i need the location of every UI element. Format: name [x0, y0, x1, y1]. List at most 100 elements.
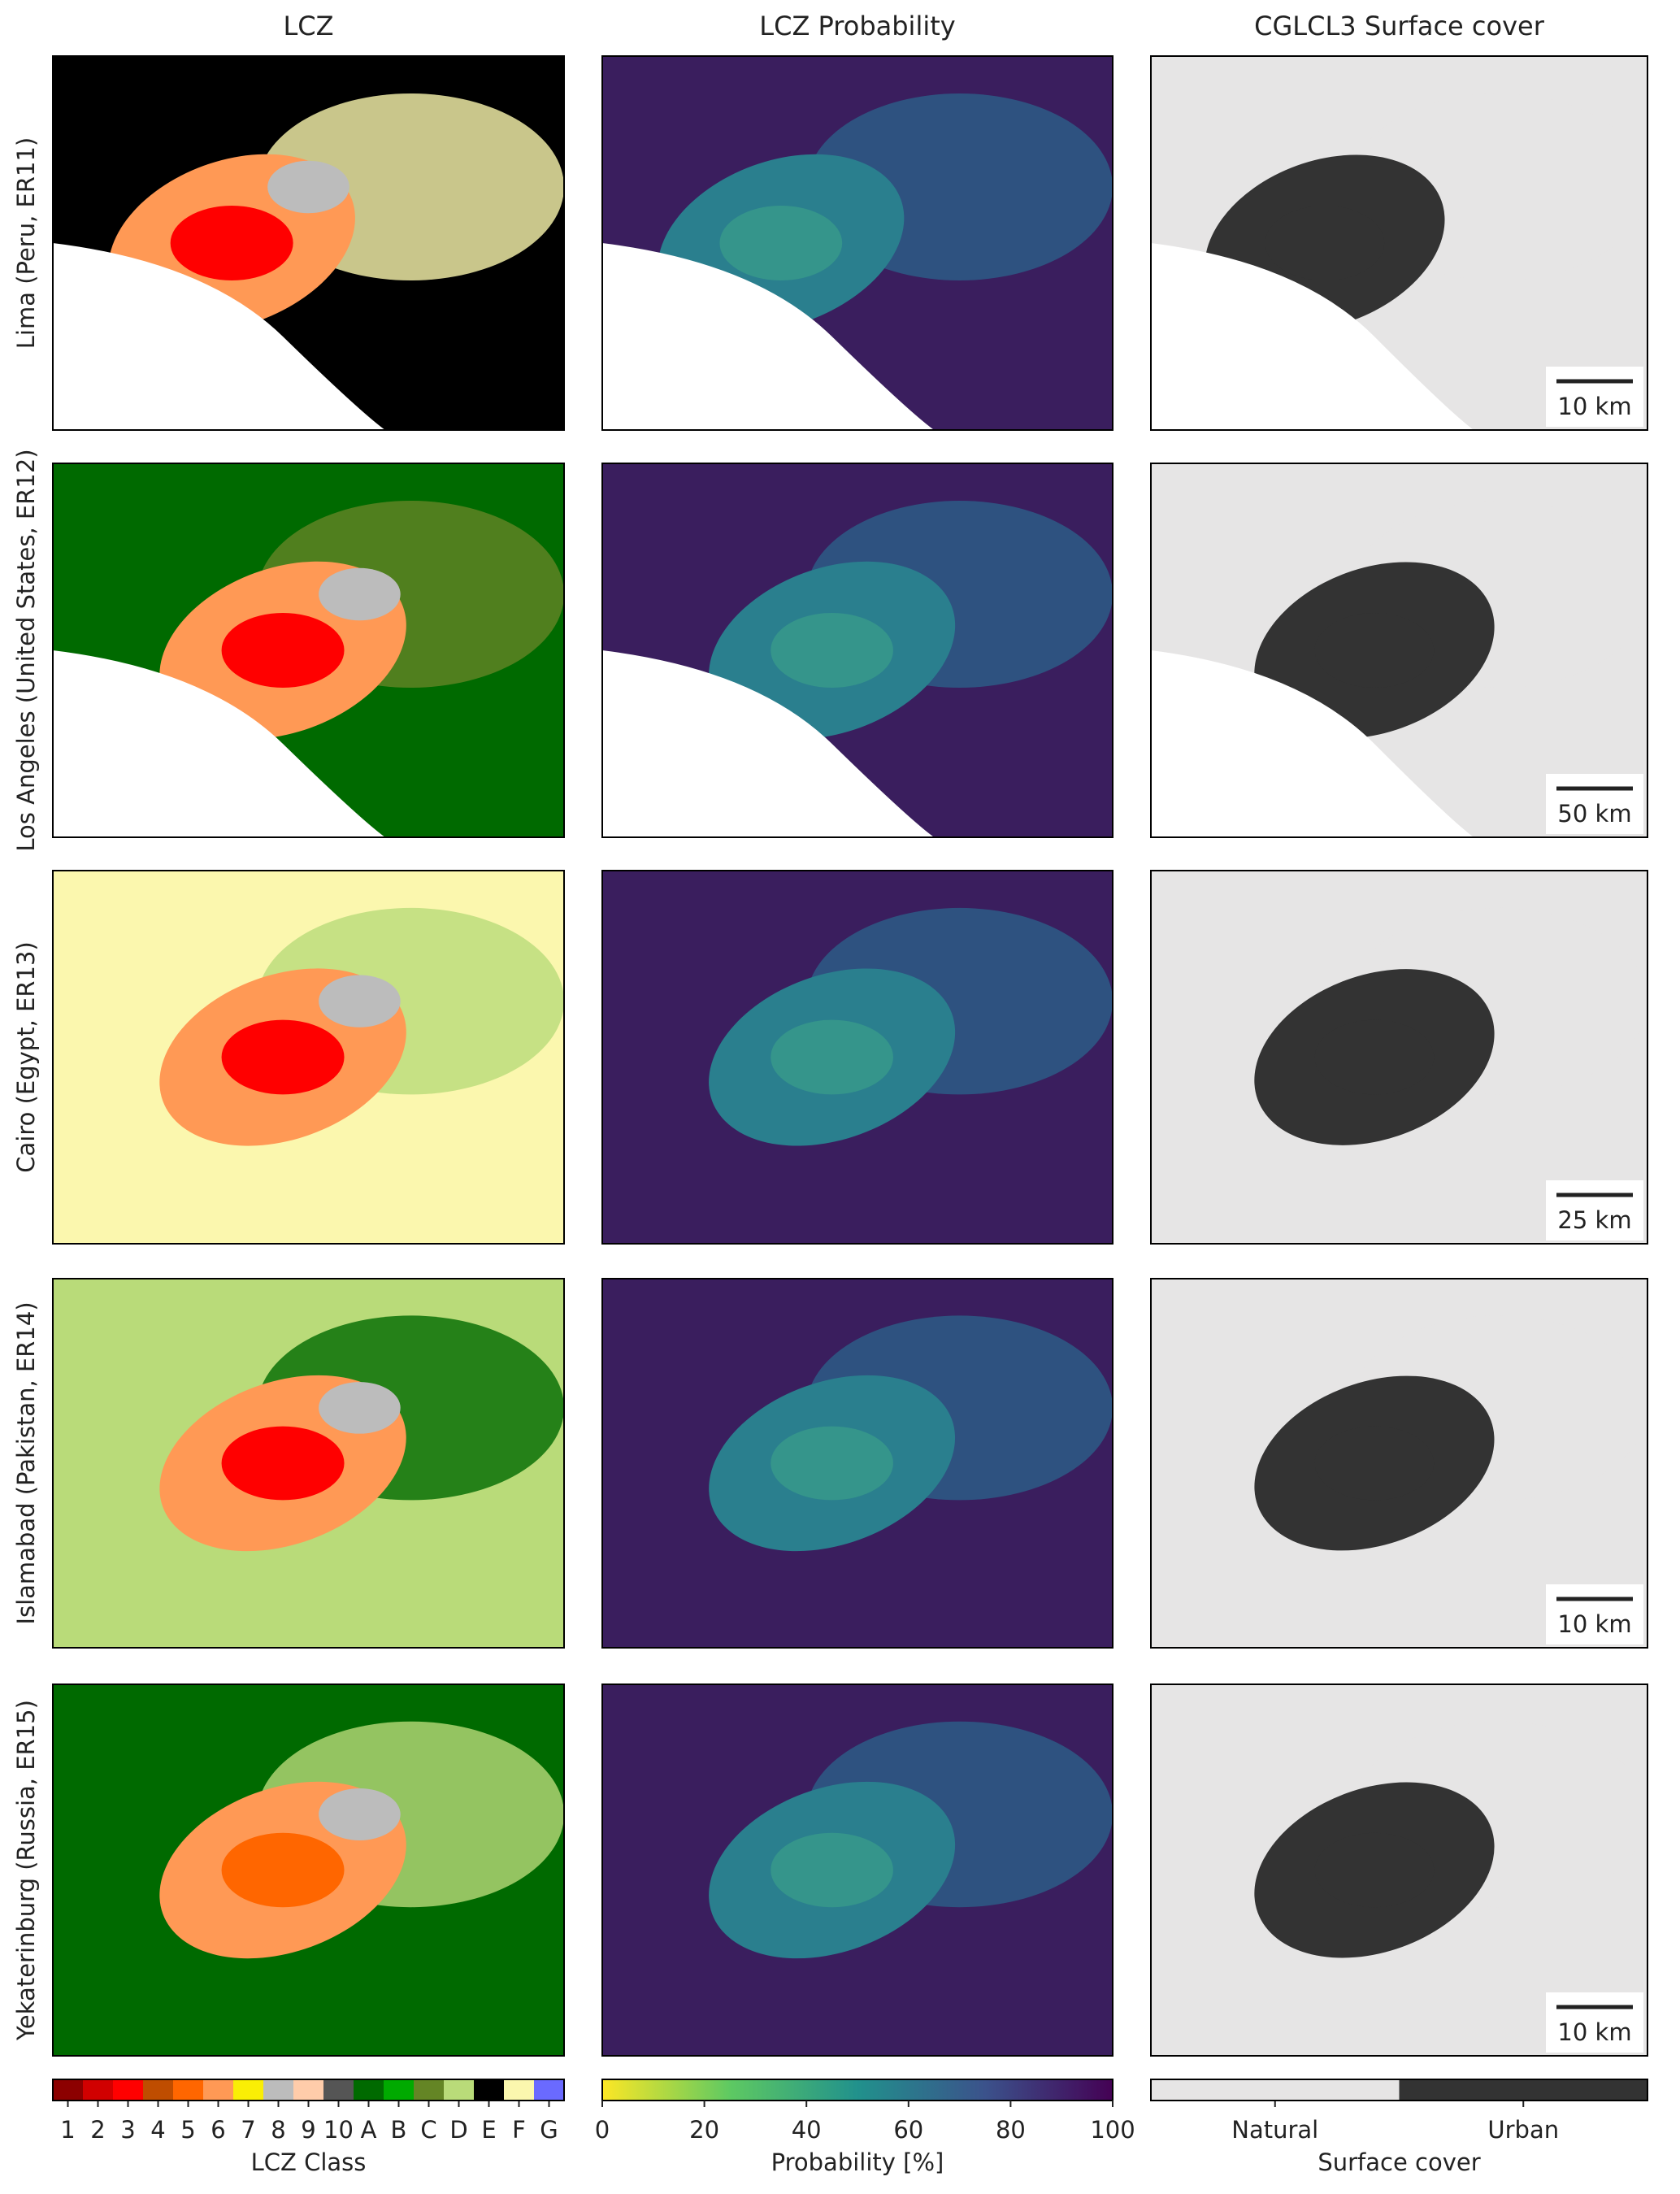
colorbar-class [323, 2079, 354, 2101]
colorbar-class [203, 2079, 234, 2101]
panel-frame [601, 870, 1113, 1245]
colorbar-gradient [601, 2079, 1113, 2101]
colorbar-class [504, 2079, 535, 2101]
colorbar-tick-label: 2 [90, 2116, 105, 2144]
urban-core [221, 1426, 345, 1501]
map [53, 871, 564, 1244]
map [53, 463, 564, 837]
colorbar-class [113, 2079, 144, 2101]
row-label: Lima (Peru, ER11) [12, 137, 40, 350]
panel-frame [1150, 55, 1648, 431]
colorbar-tick-label: B [391, 2116, 407, 2144]
row-label: Los Angeles (United States, ER12) [12, 449, 40, 851]
map-panel [601, 870, 1113, 1245]
colorbar-tick-label: Natural [1231, 2116, 1318, 2144]
scale-bar-box [1546, 774, 1643, 834]
map-panel [601, 1278, 1113, 1649]
colorbar-class [444, 2079, 475, 2101]
colorbar-tick-label: 3 [120, 2116, 135, 2144]
map-panel [601, 463, 1113, 838]
colorbar-tick-label: E [481, 2116, 496, 2144]
panel-frame [1150, 1684, 1648, 2057]
panel-frame [52, 1278, 565, 1649]
urban-core [221, 613, 345, 688]
colorbar-class [233, 2079, 264, 2101]
colorbar-tick-label: 9 [301, 2116, 315, 2144]
colorbar-class [414, 2079, 445, 2101]
colorbar-tick-label: 80 [996, 2116, 1026, 2144]
column-title: LCZ [283, 11, 333, 41]
urban-area [319, 1788, 401, 1840]
colorbar-tick-label: F [512, 2116, 526, 2144]
row-label: Yekaterinburg (Russia, ER15) [12, 1700, 40, 2041]
colorbar-class [354, 2079, 384, 2101]
urban-core [771, 1426, 893, 1501]
scale-bar-label: 50 km [1557, 800, 1631, 828]
colorbar-tick-label: 20 [689, 2116, 719, 2144]
urban-core [1314, 613, 1435, 688]
water [53, 243, 385, 430]
map [53, 56, 564, 430]
colorbar-tick-label: C [420, 2116, 436, 2144]
colorbar-tick-label: 10 [323, 2116, 354, 2144]
colorbar-class [293, 2079, 324, 2101]
panel-frame [52, 1684, 565, 2057]
colorbar-tick-label: 6 [211, 2116, 225, 2144]
map-panel: 10 km [1150, 55, 1648, 431]
map-panel [52, 870, 565, 1245]
map-panel: 10 km [1150, 1684, 1648, 2057]
column-title: LCZ Probability [759, 11, 955, 41]
scale-bar-label: 10 km [1557, 2018, 1631, 2046]
map [602, 871, 1113, 1244]
colorbar-tick-label: 7 [241, 2116, 255, 2144]
scale-bar-label: 10 km [1557, 1610, 1631, 1638]
scale-bar-box [1546, 1180, 1643, 1240]
urban-core [1265, 206, 1385, 280]
water [53, 650, 385, 837]
panel-frame [1150, 463, 1648, 838]
urban-core [1314, 1019, 1435, 1095]
map [602, 1684, 1113, 2056]
map-panel: 50 km [1150, 463, 1648, 838]
map-panel [52, 463, 565, 838]
map-panel [52, 55, 565, 431]
colorbar-tick-label: G [540, 2116, 558, 2144]
map-panel [601, 1684, 1113, 2057]
urban-core [771, 613, 893, 688]
colorbar-class [143, 2079, 174, 2101]
colorbar-tick-label: 0 [595, 2116, 610, 2144]
map [53, 1279, 564, 1648]
urban-area [267, 160, 349, 214]
urban-core [771, 1832, 893, 1908]
colorbar-tick-label: A [361, 2116, 377, 2144]
colorbar-class [1399, 2079, 1647, 2101]
scale-bar-label: 10 km [1557, 393, 1631, 420]
colorbar-tick-label: 8 [271, 2116, 285, 2144]
panel-frame [52, 55, 565, 431]
colorbar-label: Probability [%] [771, 2148, 944, 2176]
panel-frame [1150, 1278, 1648, 1649]
scale-bar-box [1546, 367, 1643, 427]
water [1151, 243, 1474, 430]
water [602, 243, 935, 430]
colorbar-tick-label: 1 [60, 2116, 75, 2144]
panel-frame [601, 1278, 1113, 1649]
colorbar-tick-label: 60 [893, 2116, 923, 2144]
colorbar-tick-label: Urban [1487, 2116, 1559, 2144]
urban-core [1314, 1832, 1435, 1908]
column-title: CGLCL3 Surface cover [1254, 11, 1545, 41]
urban-area [319, 975, 401, 1027]
urban-core [221, 1832, 345, 1908]
colorbar-class [1151, 2079, 1400, 2101]
colorbar-class [53, 2079, 84, 2101]
colorbar-frame [1150, 2079, 1648, 2101]
colorbar-class [83, 2079, 114, 2101]
colorbar-tick-label: D [449, 2116, 467, 2144]
panel-frame [52, 463, 565, 838]
map-panel [52, 1278, 565, 1649]
colorbar-tick-label: 100 [1090, 2116, 1135, 2144]
urban-core [771, 1019, 893, 1095]
colorbar-class [534, 2079, 565, 2101]
row-label: Islamabad (Pakistan, ER14) [12, 1301, 40, 1624]
row-label: Cairo (Egypt, ER13) [12, 941, 40, 1172]
